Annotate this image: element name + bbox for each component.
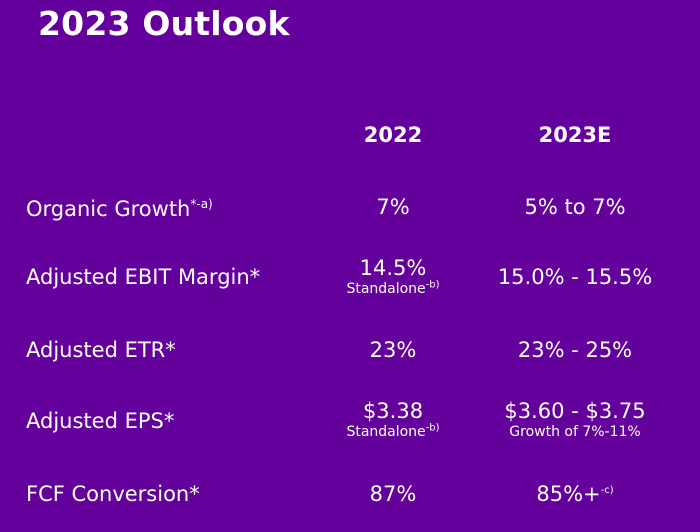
row-label-organic-growth: Organic Growth*-a) [26, 196, 213, 222]
row-label-adjusted-etr: Adjusted ETR* [26, 337, 176, 363]
value-2023e: $3.60 - $3.75 [504, 399, 646, 423]
footnote-marker: -c) [600, 485, 614, 496]
cell-2023e-adjusted-ebit-margin: 15.0% - 15.5% [488, 264, 662, 290]
value-2023e: 5% to 7% [524, 195, 626, 219]
row-label-fcf-conversion: FCF Conversion* [26, 481, 200, 507]
cell-2022-fcf-conversion: 87% [308, 481, 478, 507]
row-label-text: Adjusted ETR* [26, 338, 176, 362]
value-2023e: 15.0% - 15.5% [497, 265, 653, 289]
cell-2022-organic-growth: 7% [308, 194, 478, 220]
footnote-marker: *-a) [190, 197, 213, 211]
footnote-marker: -b) [425, 422, 440, 434]
row-label-adjusted-ebit-margin: Adjusted EBIT Margin* [26, 264, 260, 290]
slide-title: 2023 Outlook [38, 4, 290, 43]
row-label-text: FCF Conversion* [26, 482, 200, 506]
cell-2023e-organic-growth: 5% to 7% [488, 194, 662, 220]
cell-2022-adjusted-eps: $3.38 Standalone-b) [308, 398, 478, 441]
value-2022: 7% [376, 195, 410, 219]
cell-2023e-adjusted-eps: $3.60 - $3.75 Growth of 7%-11% [488, 398, 662, 441]
cell-2022-adjusted-ebit-margin: 14.5% Standalone-b) [308, 255, 478, 298]
row-label-text: Adjusted EPS* [26, 409, 175, 433]
row-label-adjusted-eps: Adjusted EPS* [26, 408, 174, 434]
column-header-2023e: 2023E [538, 123, 612, 147]
cell-2023e-adjusted-etr: 23% - 25% [488, 337, 662, 363]
row-label-text: Organic Growth [26, 197, 191, 221]
value-2022: 87% [369, 482, 417, 506]
value-2022: $3.38 [362, 399, 424, 423]
cell-2023e-fcf-conversion: 85%+-c) [488, 481, 662, 507]
value-2022-note: Standalone-b) [346, 422, 440, 440]
value-2022-note: Standalone-b) [346, 279, 440, 297]
cell-2022-adjusted-etr: 23% [308, 337, 478, 363]
row-label-text: Adjusted EBIT Margin* [26, 265, 261, 289]
value-2023e: 85%+-c) [536, 482, 614, 506]
value-2022: 14.5% [359, 256, 427, 280]
value-2023e-note: Growth of 7%-11% [509, 424, 641, 440]
column-header-2022: 2022 [363, 123, 423, 147]
value-2022: 23% [369, 338, 417, 362]
value-2023e: 23% - 25% [517, 338, 633, 362]
footnote-marker: -b) [425, 279, 440, 291]
